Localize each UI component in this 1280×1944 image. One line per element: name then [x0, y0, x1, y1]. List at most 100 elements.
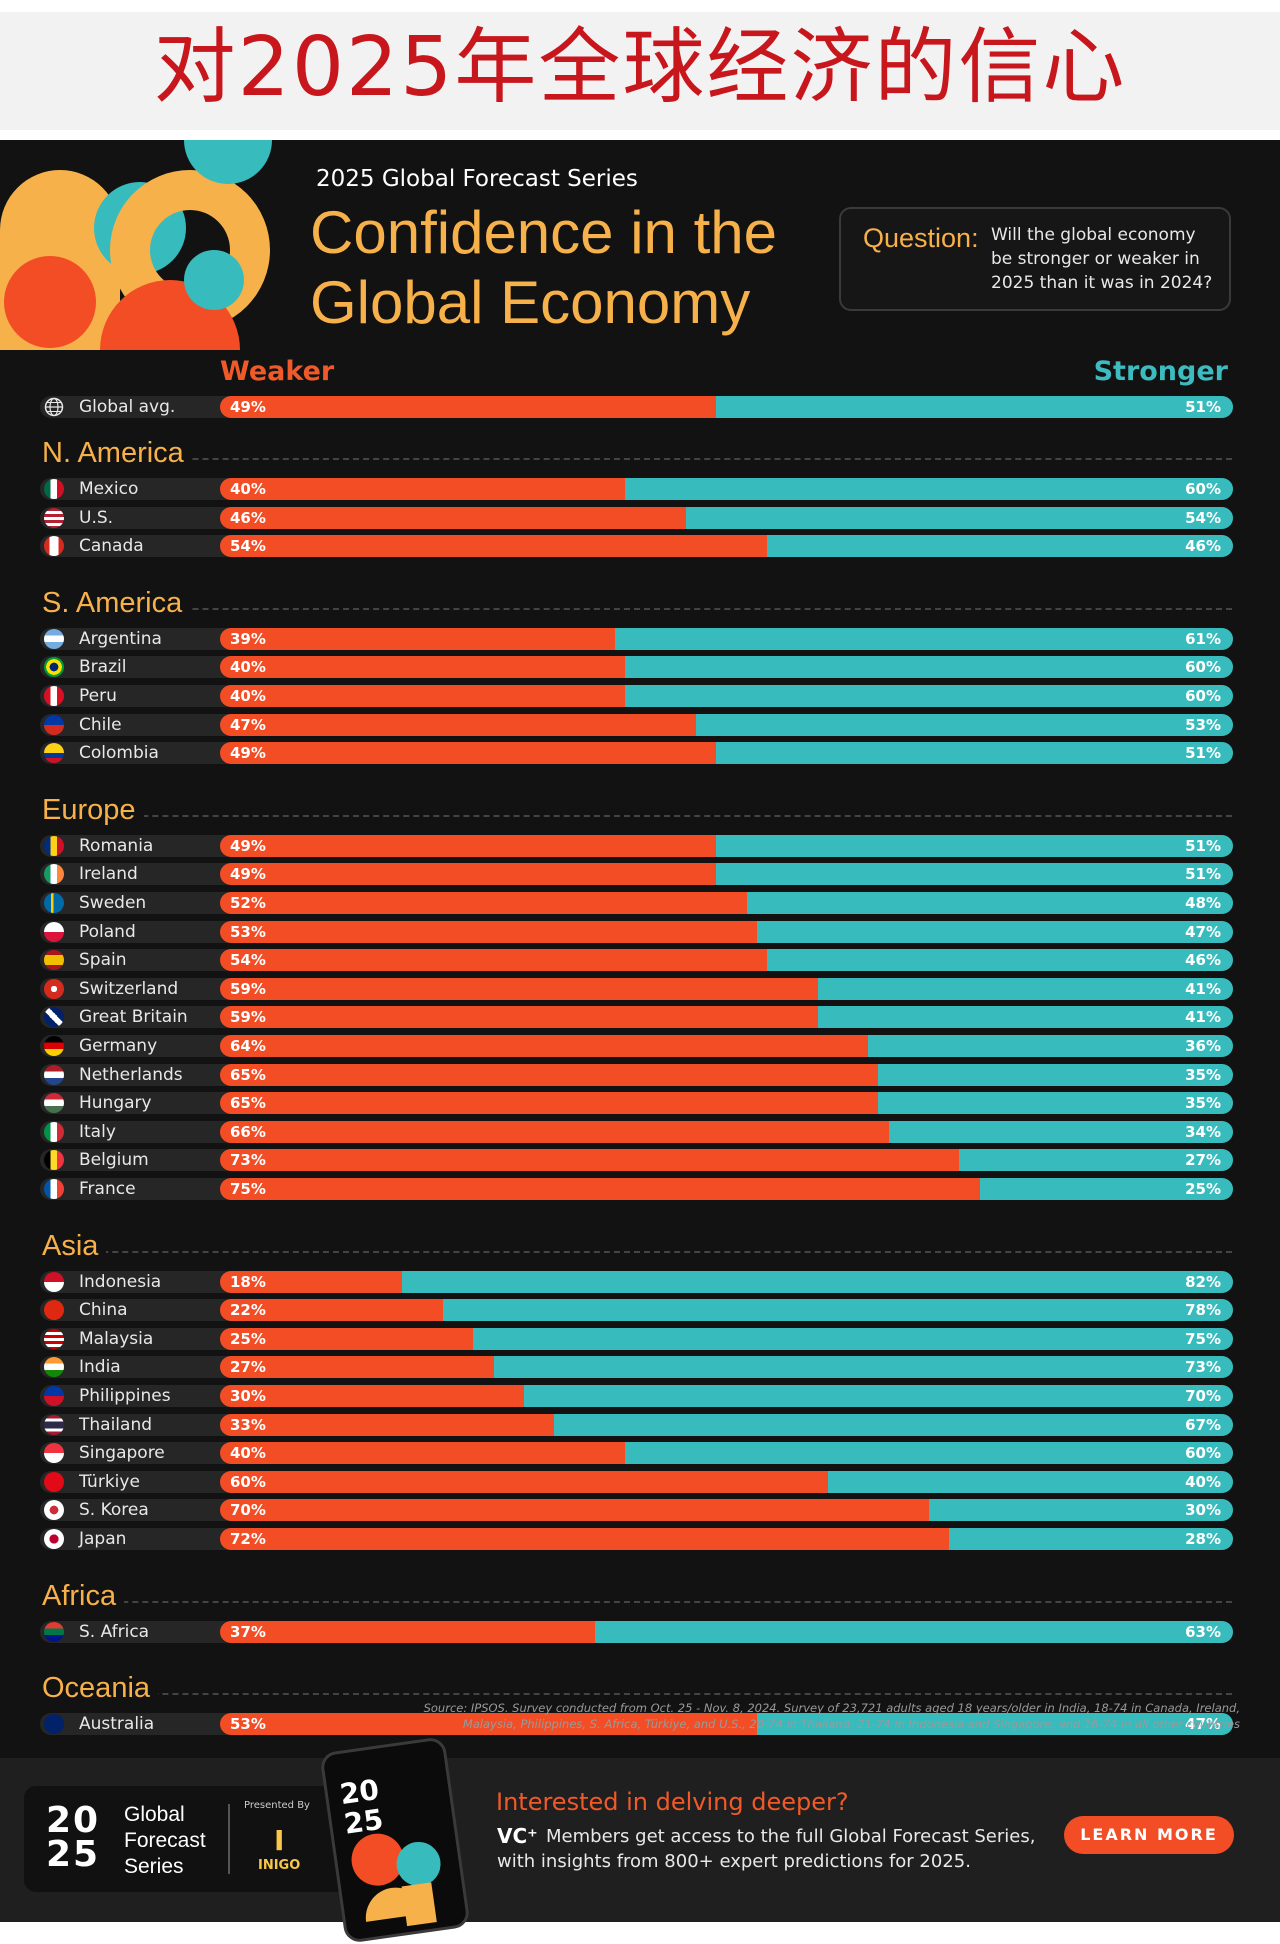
- weaker-value: 40%: [230, 687, 266, 705]
- weaker-value: 39%: [230, 630, 266, 648]
- banner-strip: [0, 12, 1280, 130]
- region-name: Europe: [42, 790, 144, 829]
- flag-sweden-icon: [44, 893, 64, 913]
- stronger-bar: [615, 628, 1233, 650]
- title-line-1: Confidence in the: [310, 199, 777, 266]
- stronger-bar: [494, 1356, 1233, 1378]
- vc-plus-logo: VC⁺: [497, 1824, 538, 1848]
- stronger-value: 60%: [1185, 658, 1221, 676]
- country-name: S. Korea: [79, 1500, 149, 1520]
- region-name: S. America: [42, 583, 191, 622]
- global-avg-row: Global avg. 49% 51%: [40, 396, 1233, 418]
- country-row: Singapore 40% 60%: [40, 1442, 1233, 1464]
- country-row: China 22% 78%: [40, 1299, 1233, 1321]
- weaker-value: 66%: [230, 1123, 266, 1141]
- country-row: Great Britain 59% 41%: [40, 1006, 1233, 1028]
- country-name: Argentina: [79, 629, 162, 649]
- deco-teal-top: [184, 140, 272, 184]
- source-note: Source: IPSOS. Survey conducted from Oct…: [340, 1700, 1240, 1732]
- weaker-bar: [220, 656, 625, 678]
- weaker-bar: [220, 1121, 889, 1143]
- weaker-value: 46%: [230, 509, 266, 527]
- weaker-value: 49%: [230, 837, 266, 855]
- weaker-bar: [220, 1328, 473, 1350]
- stronger-value: 40%: [1185, 1473, 1221, 1491]
- country-name: Ireland: [79, 864, 138, 884]
- page-title: Confidence in the Global Economy: [310, 198, 777, 338]
- weaker-bar: [220, 396, 716, 418]
- stronger-bar: [554, 1414, 1233, 1436]
- country-name: Peru: [79, 686, 117, 706]
- globe-icon: [44, 397, 64, 417]
- country-name: Spain: [79, 950, 127, 970]
- stronger-bar: [889, 1121, 1233, 1143]
- country-row: Colombia 49% 51%: [40, 742, 1233, 764]
- weaker-value: 65%: [230, 1066, 266, 1084]
- weaker-bar: [220, 1271, 402, 1293]
- region-divider: [42, 458, 1232, 460]
- stronger-value: 35%: [1185, 1066, 1221, 1084]
- country-row: Romania 49% 51%: [40, 835, 1233, 857]
- logo-line-2: Forecast: [124, 1829, 206, 1852]
- weaker-value: 54%: [230, 951, 266, 969]
- title-line-2: Global Economy: [310, 269, 751, 336]
- stronger-value: 47%: [1185, 923, 1221, 941]
- country-name: Türkiye: [79, 1472, 140, 1492]
- stronger-bar: [686, 507, 1233, 529]
- svg-text:20: 20: [338, 1773, 381, 1811]
- country-row: U.S. 46% 54%: [40, 507, 1233, 529]
- country-name: Japan: [79, 1529, 127, 1549]
- learn-more-button[interactable]: LEARN MORE: [1064, 1816, 1234, 1854]
- flag-italy-icon: [44, 1122, 64, 1142]
- stronger-bar: [818, 978, 1233, 1000]
- source-line-1: Source: IPSOS. Survey conducted from Oct…: [423, 1701, 1240, 1715]
- country-name: France: [79, 1179, 136, 1199]
- country-name: Romania: [79, 836, 154, 856]
- question-label: Question:: [863, 223, 979, 253]
- weaker-bar: [220, 1471, 828, 1493]
- weaker-bar: [220, 1149, 959, 1171]
- weaker-bar: [220, 1499, 929, 1521]
- region-header: S. America: [42, 583, 1232, 624]
- stronger-value: 30%: [1185, 1501, 1221, 1519]
- country-row: Mexico 40% 60%: [40, 478, 1233, 500]
- stronger-value: 70%: [1185, 1387, 1221, 1405]
- country-name: Singapore: [79, 1443, 165, 1463]
- country-row: Chile 47% 53%: [40, 714, 1233, 736]
- flag-japan-icon: [44, 1529, 64, 1549]
- country-name: Brazil: [79, 657, 127, 677]
- phone-screen-art: 20 25: [322, 1739, 468, 1941]
- stronger-bar: [625, 656, 1233, 678]
- stronger-value: 54%: [1185, 509, 1221, 527]
- flag-colombia-icon: [44, 743, 64, 763]
- flag-singapore-icon: [44, 1443, 64, 1463]
- flag-china-icon: [44, 1300, 64, 1320]
- weaker-bar: [220, 835, 716, 857]
- weaker-value: 53%: [230, 1715, 266, 1733]
- svg-text:25: 25: [342, 1803, 385, 1841]
- country-row: Canada 54% 46%: [40, 535, 1233, 557]
- country-row: Türkiye 60% 40%: [40, 1471, 1233, 1493]
- footer-panel: 20 25 Global Forecast Series Presented B…: [0, 1736, 1280, 1944]
- country-name: Australia: [79, 1714, 155, 1734]
- weaker-value: 59%: [230, 1008, 266, 1026]
- country-name: Netherlands: [79, 1065, 183, 1085]
- country-name: Great Britain: [79, 1007, 188, 1027]
- stronger-value: 41%: [1185, 980, 1221, 998]
- stronger-value: 75%: [1185, 1330, 1221, 1348]
- flag-poland-icon: [44, 922, 64, 942]
- stronger-value: 60%: [1185, 1444, 1221, 1462]
- flag-malaysia-icon: [44, 1329, 64, 1349]
- stronger-bar: [878, 1064, 1233, 1086]
- country-row: Poland 53% 47%: [40, 921, 1233, 943]
- region-name: Asia: [42, 1226, 107, 1265]
- country-name: Colombia: [79, 743, 159, 763]
- logo-2025-bottom: 25: [46, 1834, 101, 1875]
- logo-2025-top: 20: [46, 1800, 101, 1841]
- flag-canada-icon: [44, 536, 64, 556]
- weaker-value: 59%: [230, 980, 266, 998]
- stronger-value: 60%: [1185, 480, 1221, 498]
- logo-line-3: Series: [124, 1855, 184, 1878]
- country-name: India: [79, 1357, 121, 1377]
- flag-argentina-icon: [44, 629, 64, 649]
